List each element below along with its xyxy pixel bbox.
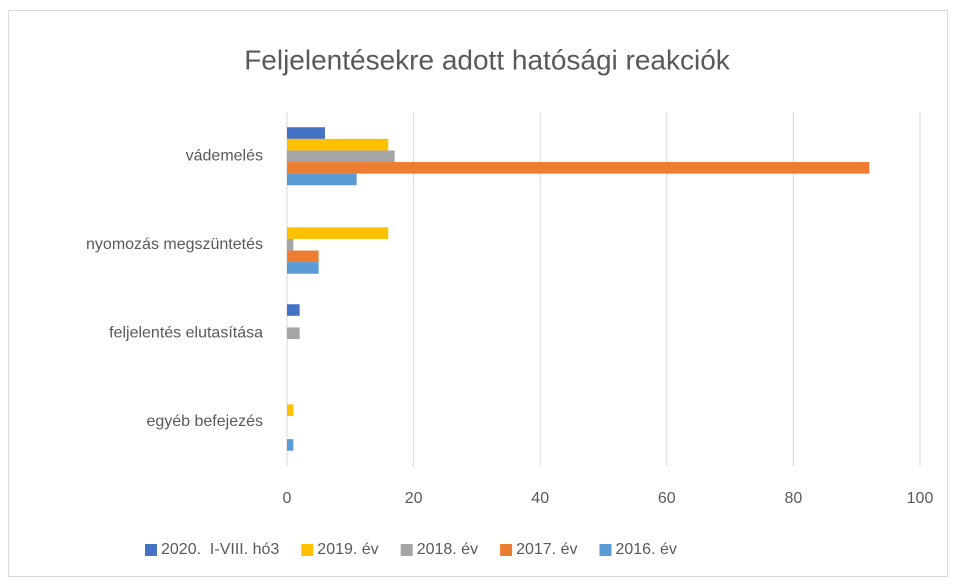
bar bbox=[287, 304, 300, 316]
bar bbox=[287, 150, 395, 163]
legend-swatch bbox=[500, 544, 513, 556]
chart-title: Feljelentésekre adott hatósági reakciók bbox=[244, 44, 731, 75]
bar bbox=[287, 127, 325, 139]
legend-swatch bbox=[599, 544, 612, 556]
bar bbox=[287, 138, 389, 151]
bar bbox=[287, 262, 319, 274]
bar bbox=[287, 327, 300, 340]
bar bbox=[287, 238, 294, 251]
x-tick-label: 80 bbox=[785, 490, 803, 507]
bar bbox=[287, 227, 389, 239]
legend-swatch bbox=[145, 544, 157, 556]
bar bbox=[287, 162, 870, 174]
bar bbox=[287, 439, 294, 451]
legend-swatch bbox=[400, 544, 413, 556]
x-tick-label: 40 bbox=[531, 490, 549, 507]
legend-label: 2016. év bbox=[615, 541, 676, 558]
x-tick-label: 0 bbox=[283, 490, 292, 507]
x-tick-label: 20 bbox=[405, 490, 423, 507]
y-tick-label: nyomozás megszüntetés bbox=[86, 236, 263, 253]
legend-label: 2017. év bbox=[516, 541, 577, 558]
legend-swatch bbox=[301, 544, 314, 556]
y-tick-label: vádemelés bbox=[186, 147, 263, 164]
legend-label: 2019. év bbox=[317, 541, 378, 558]
y-tick-label: egyéb befejezés bbox=[146, 413, 263, 430]
bar bbox=[287, 250, 319, 263]
legend-label: 2020. I-VIII. hó3 bbox=[161, 541, 279, 558]
bar bbox=[287, 404, 294, 416]
chart-border bbox=[8, 10, 948, 577]
legend-label: 2018. év bbox=[417, 541, 478, 558]
bar bbox=[287, 173, 357, 186]
y-tick-label: feljelentés elutasítása bbox=[109, 324, 263, 341]
x-tick-label: 60 bbox=[658, 490, 676, 507]
x-tick-label: 100 bbox=[907, 490, 934, 507]
